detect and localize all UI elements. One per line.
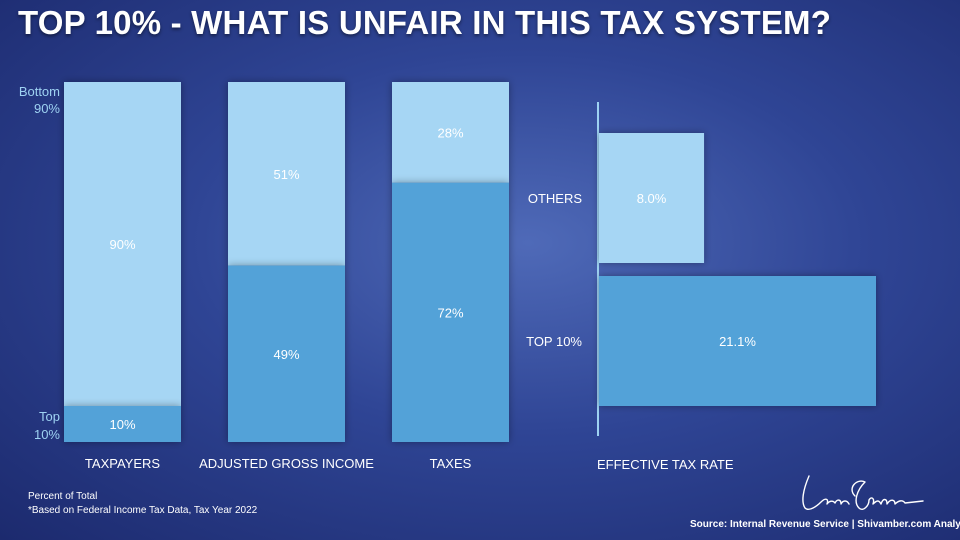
category-label-2: TAXES [430,456,472,471]
chart-title: TOP 10% - WHAT IS UNFAIR IN THIS TAX SYS… [18,4,832,41]
hbar-axis-title: EFFECTIVE TAX RATE [597,457,734,472]
bar-top10-1 [228,265,345,442]
label-top10-0: 10% [109,417,135,432]
bar-bottom90-1 [228,82,345,266]
bar-bottom90-0 [64,82,181,406]
category-label-0: TAXPAYERS [85,456,160,471]
signature-graphic [802,475,924,511]
footnote-basis: *Based on Federal Income Tax Data, Tax Y… [28,505,258,516]
bar-top10-2 [392,182,509,443]
category-label-1: ADJUSTED GROSS INCOME [199,456,374,471]
legend-bottom-line1: Bottom [19,84,60,99]
label-top10-1: 49% [273,347,299,362]
bar-top10-0 [64,406,181,442]
source-note: Source: Internal Revenue Service | Shiva… [690,519,960,530]
legend-bottom-line2: 90% [34,101,60,116]
label-bottom90-0: 90% [109,237,135,252]
hbar-value-1: 21.1% [719,334,756,349]
stacked-bar-chart: 90% 10% TAXPAYERS 51% 49% ADJUSTED GROSS INCO… [19,82,509,471]
label-bottom90-1: 51% [273,167,299,182]
effective-tax-rate-chart: 8.0% OTHERS 21.1% TOP 10% EFFECTIVE TAX RATE [526,102,876,472]
label-bottom90-2: 28% [437,125,463,140]
legend-top-line1: Top [39,409,60,424]
hbar-1 [599,276,876,406]
legend-top-line2: 10% [34,427,60,442]
footnote-percent: Percent of Total [28,491,98,502]
label-top10-2: 72% [437,305,463,320]
hbar-category-1: TOP 10% [526,334,582,349]
hbar-category-0: OTHERS [528,191,583,206]
bar-bottom90-2 [392,82,509,183]
hbar-0 [599,133,705,263]
hbar-value-0: 8.0% [637,191,667,206]
